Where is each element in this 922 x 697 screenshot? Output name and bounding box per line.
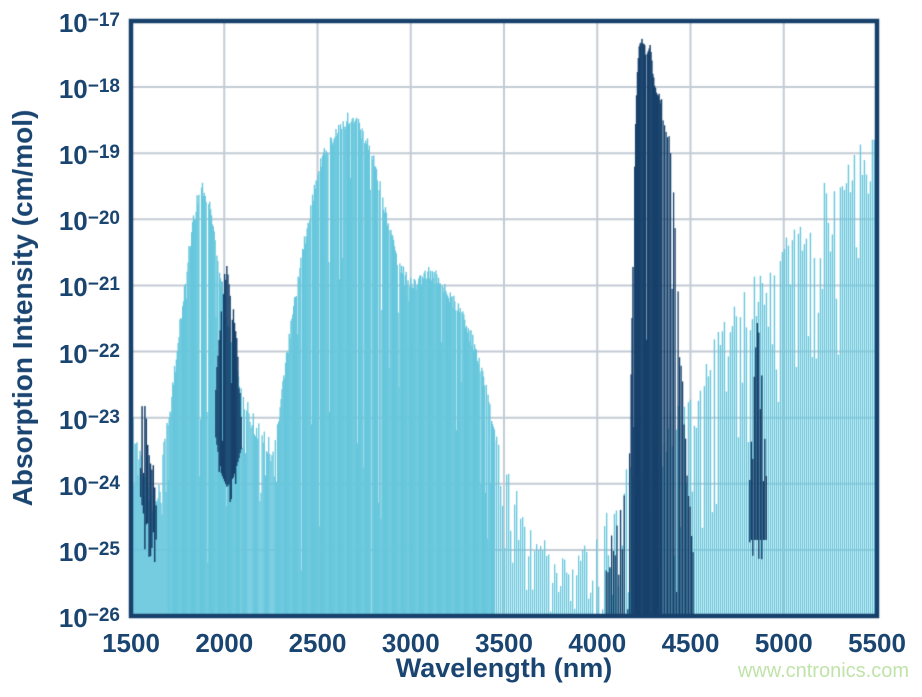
x-tick-label: 2500 [288, 628, 347, 658]
x-tick-label: 3000 [381, 628, 440, 658]
x-tick-label: 3500 [475, 628, 533, 658]
y-tick-label: 10−22 [58, 338, 120, 369]
x-tick-label: 1500 [102, 628, 160, 658]
y-tick-label: 10−26 [58, 603, 120, 633]
watermark-text: www.cntronics.com [737, 660, 909, 682]
y-axis-title: Absorption Intensity (cm/mol) [7, 109, 38, 507]
x-tick-label: 2000 [195, 628, 254, 658]
y-tick-label: 10−23 [58, 404, 120, 435]
x-axis-title: Wavelength (nm) [395, 653, 613, 683]
y-tick-label: 10−17 [58, 8, 120, 38]
x-tick-label: 5000 [754, 628, 813, 658]
y-tick-label: 10−24 [58, 470, 120, 501]
y-tick-label: 10−21 [58, 272, 120, 303]
y-tick-label: 10−18 [58, 74, 120, 105]
x-tick-label: 4500 [661, 628, 720, 658]
x-tick-label: 4000 [568, 628, 627, 658]
y-tick-label: 10−20 [58, 206, 120, 237]
y-tick-label: 10−19 [58, 140, 120, 171]
x-tick-label: 5500 [848, 628, 906, 658]
y-tick-label: 10−25 [58, 536, 120, 567]
